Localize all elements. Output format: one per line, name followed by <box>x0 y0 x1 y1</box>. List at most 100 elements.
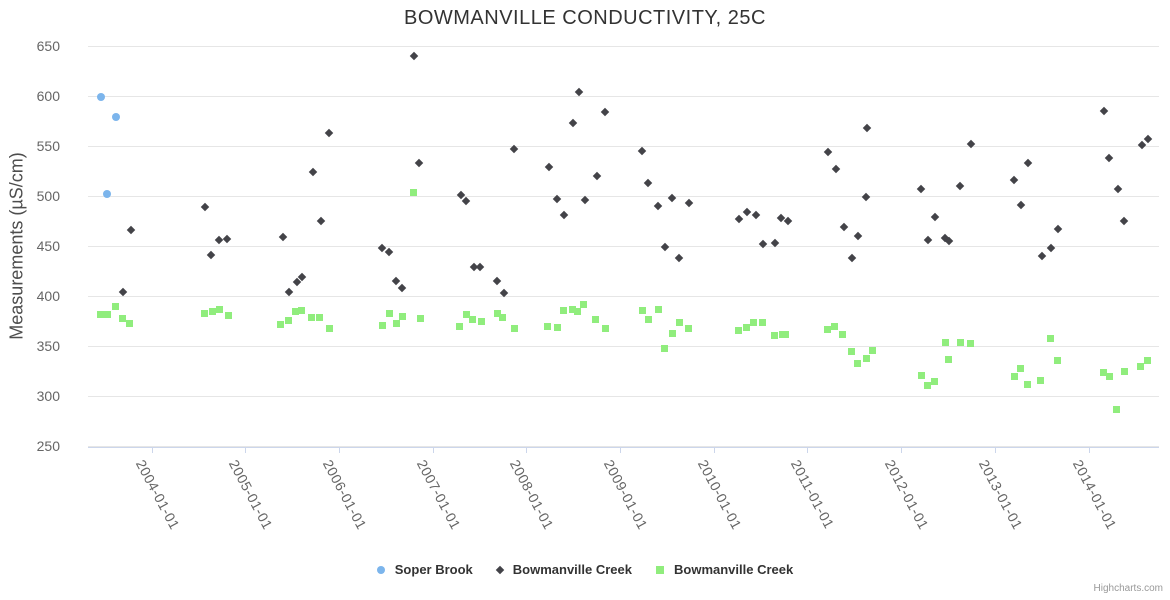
bowmanville-creek-point[interactable] <box>208 307 216 315</box>
bowmanville-creek-point[interactable] <box>1114 184 1123 194</box>
bowmanville-creek-point[interactable] <box>644 315 652 323</box>
bowmanville-creek-point[interactable] <box>592 315 600 323</box>
bowmanville-creek-point[interactable] <box>214 235 224 245</box>
bowmanville-creek-point[interactable] <box>1054 356 1062 364</box>
bowmanville-creek-point[interactable] <box>862 354 870 362</box>
bowmanville-creek-point[interactable] <box>839 222 849 232</box>
bowmanville-creek-point[interactable] <box>638 146 647 156</box>
bowmanville-creek-point[interactable] <box>1120 367 1128 375</box>
bowmanville-creek-point[interactable] <box>1037 376 1045 384</box>
bowmanville-creek-point[interactable] <box>559 210 569 220</box>
bowmanville-creek-point[interactable] <box>284 287 294 297</box>
bowmanville-creek-point[interactable] <box>399 312 407 320</box>
bowmanville-creek-point[interactable] <box>1136 362 1144 370</box>
bowmanville-creek-point[interactable] <box>823 325 831 333</box>
bowmanville-creek-point[interactable] <box>916 184 926 194</box>
bowmanville-creek-point[interactable] <box>638 306 646 314</box>
bowmanville-creek-point[interactable] <box>297 306 305 314</box>
bowmanville-creek-point[interactable] <box>592 171 601 181</box>
bowmanville-creek-point[interactable] <box>469 315 477 323</box>
bowmanville-creek-point[interactable] <box>568 305 576 313</box>
bowmanville-creek-point[interactable] <box>126 319 134 327</box>
bowmanville-creek-point[interactable] <box>1113 405 1121 413</box>
bowmanville-creek-point[interactable] <box>643 178 653 188</box>
bowmanville-creek-point[interactable] <box>1010 175 1019 185</box>
bowmanville-creek-point[interactable] <box>660 242 670 252</box>
bowmanville-creek-point[interactable] <box>685 198 694 208</box>
bowmanville-creek-point[interactable] <box>97 310 105 318</box>
bowmanville-creek-point[interactable] <box>684 324 692 332</box>
bowmanville-creek-point[interactable] <box>544 162 554 172</box>
soper-brook-point[interactable] <box>111 113 120 121</box>
bowmanville-creek-point[interactable] <box>200 202 210 212</box>
bowmanville-creek-point[interactable] <box>1104 153 1114 163</box>
bowmanville-creek-point[interactable] <box>847 347 855 355</box>
bowmanville-creek-point[interactable] <box>1100 106 1109 116</box>
bowmanville-creek-point[interactable] <box>944 236 954 246</box>
bowmanville-creek-point[interactable] <box>477 317 485 325</box>
bowmanville-creek-point[interactable] <box>1046 334 1054 342</box>
bowmanville-creek-point[interactable] <box>832 164 841 174</box>
bowmanville-creek-point[interactable] <box>277 320 285 328</box>
bowmanville-creek-point[interactable] <box>600 107 610 117</box>
bowmanville-creek-point[interactable] <box>308 167 317 177</box>
bowmanville-creek-point[interactable] <box>284 316 292 324</box>
bowmanville-creek-point[interactable] <box>378 321 386 329</box>
bowmanville-creek-point[interactable] <box>544 322 552 330</box>
bowmanville-creek-point[interactable] <box>955 181 965 191</box>
bowmanville-creek-point[interactable] <box>848 253 857 263</box>
bowmanville-creek-point[interactable] <box>201 309 209 317</box>
bowmanville-creek-point[interactable] <box>216 305 224 313</box>
bowmanville-creek-point[interactable] <box>668 329 676 337</box>
bowmanville-creek-point[interactable] <box>1010 372 1018 380</box>
bowmanville-creek-point[interactable] <box>415 158 424 168</box>
bowmanville-creek-point[interactable] <box>660 344 668 352</box>
bowmanville-creek-point[interactable] <box>966 339 974 347</box>
bowmanville-creek-point[interactable] <box>385 309 393 317</box>
bowmanville-creek-point[interactable] <box>553 323 561 331</box>
bowmanville-creek-point[interactable] <box>392 319 400 327</box>
bowmanville-creek-point[interactable] <box>1119 216 1129 226</box>
bowmanville-creek-point[interactable] <box>462 196 471 206</box>
bowmanville-creek-point[interactable] <box>574 87 584 97</box>
bowmanville-creek-point[interactable] <box>112 302 120 310</box>
bowmanville-creek-point[interactable] <box>1137 140 1147 150</box>
bowmanville-creek-point[interactable] <box>1016 200 1026 210</box>
bowmanville-creek-point[interactable] <box>126 225 136 235</box>
bowmanville-creek-point[interactable] <box>734 326 742 334</box>
bowmanville-creek-point[interactable] <box>326 324 334 332</box>
bowmanville-creek-point[interactable] <box>397 283 406 293</box>
bowmanville-creek-point[interactable] <box>734 214 744 224</box>
bowmanville-creek-point[interactable] <box>581 195 590 205</box>
bowmanville-creek-point[interactable] <box>956 338 964 346</box>
bowmanville-creek-point[interactable] <box>601 324 609 332</box>
bowmanville-creek-point[interactable] <box>1023 158 1032 168</box>
bowmanville-creek-point[interactable] <box>499 313 507 321</box>
soper-brook-point[interactable] <box>96 93 105 101</box>
bowmanville-creek-point[interactable] <box>103 310 111 318</box>
bowmanville-creek-point[interactable] <box>1105 372 1113 380</box>
bowmanville-creek-point[interactable] <box>675 318 683 326</box>
bowmanville-creek-point[interactable] <box>324 128 333 138</box>
bowmanville-creek-point[interactable] <box>391 276 401 286</box>
legend-item-soper-brook[interactable]: Soper Brook <box>376 562 473 577</box>
bowmanville-creek-point[interactable] <box>923 381 931 389</box>
bowmanville-creek-point[interactable] <box>308 313 316 321</box>
bowmanville-creek-point[interactable] <box>931 377 939 385</box>
bowmanville-creek-point[interactable] <box>823 147 833 157</box>
bowmanville-creek-point[interactable] <box>853 231 863 241</box>
bowmanville-creek-point[interactable] <box>579 300 587 308</box>
bowmanville-creek-point[interactable] <box>1016 364 1024 372</box>
bowmanville-creek-point[interactable] <box>742 323 750 331</box>
bowmanville-creek-point[interactable] <box>574 307 582 315</box>
bowmanville-creek-point[interactable] <box>462 310 470 318</box>
bowmanville-creek-point[interactable] <box>654 305 662 313</box>
bowmanville-creek-point[interactable] <box>941 338 949 346</box>
bowmanville-creek-point[interactable] <box>119 287 128 297</box>
bowmanville-creek-point[interactable] <box>854 359 862 367</box>
bowmanville-creek-point[interactable] <box>416 314 424 322</box>
bowmanville-creek-point[interactable] <box>869 346 877 354</box>
bowmanville-creek-point[interactable] <box>223 234 232 244</box>
bowmanville-creek-point[interactable] <box>751 210 761 220</box>
bowmanville-creek-point[interactable] <box>456 322 464 330</box>
